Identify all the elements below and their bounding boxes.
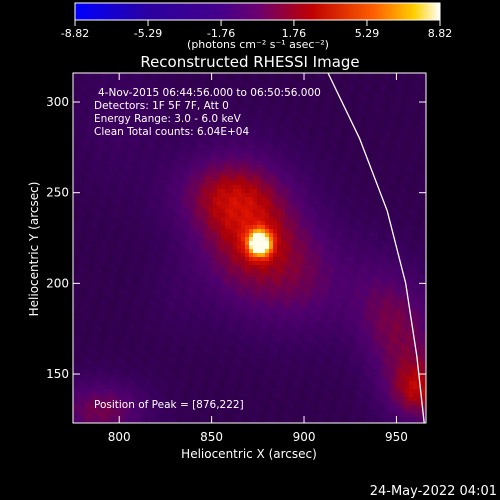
colorbar-tick-label: 1.76 (282, 27, 307, 40)
plot-annotations: 4-Nov-2015 06:44:56.000 to 06:50:56.000D… (94, 87, 321, 411)
annotation-text: Detectors: 1F 5F 7F, Att 0 (94, 100, 229, 112)
y-axis-label: Heliocentric Y (arcsec) (27, 182, 41, 317)
chart-title: Reconstructed RHESSI Image (140, 53, 359, 71)
axis-tick-labels: 800 850 900 950 150 200 250 300 (46, 95, 408, 444)
x-tick-label: 850 (200, 430, 223, 444)
colorbar-tick-label: 8.82 (428, 27, 453, 40)
x-axis-label: Heliocentric X (arcsec) (181, 447, 317, 461)
y-tick-label: 150 (46, 367, 69, 381)
annotation-text: Position of Peak = [876,222] (94, 399, 244, 411)
colorbar-ticks (74, 20, 441, 26)
y-tick-label: 300 (46, 95, 69, 109)
x-tick-label: 800 (108, 430, 131, 444)
colorbar-unit-label: (photons cm⁻² s⁻¹ asec⁻²) (187, 38, 329, 51)
annotation-text: 4-Nov-2015 06:44:56.000 to 06:50:56.000 (98, 87, 321, 99)
y-tick-label: 250 (46, 186, 69, 200)
colorbar-tick-label: -1.76 (207, 27, 235, 40)
y-tick-label: 200 (46, 276, 69, 290)
colorbar-tick-label: -8.82 (61, 27, 89, 40)
colorbar (74, 2, 441, 21)
plot-frame (72, 72, 427, 424)
annotation-text: Clean Total counts: 6.04E+04 (94, 126, 249, 138)
colorbar-tick-label: 5.29 (355, 27, 380, 40)
colorbar-tick-labels: -8.82 -5.29 -1.76 1.76 5.29 8.82 (61, 27, 452, 40)
x-tick-label: 900 (293, 430, 316, 444)
solar-limb-line (327, 73, 425, 423)
x-tick-label: 950 (385, 430, 408, 444)
annotation-text: Energy Range: 3.0 - 6.0 keV (94, 113, 242, 125)
colorbar-tick-label: -5.29 (134, 27, 162, 40)
axis-ticks (73, 73, 426, 423)
heatmap-image (73, 73, 426, 423)
footer-timestamp: 24-May-2022 04:01 (370, 484, 497, 499)
